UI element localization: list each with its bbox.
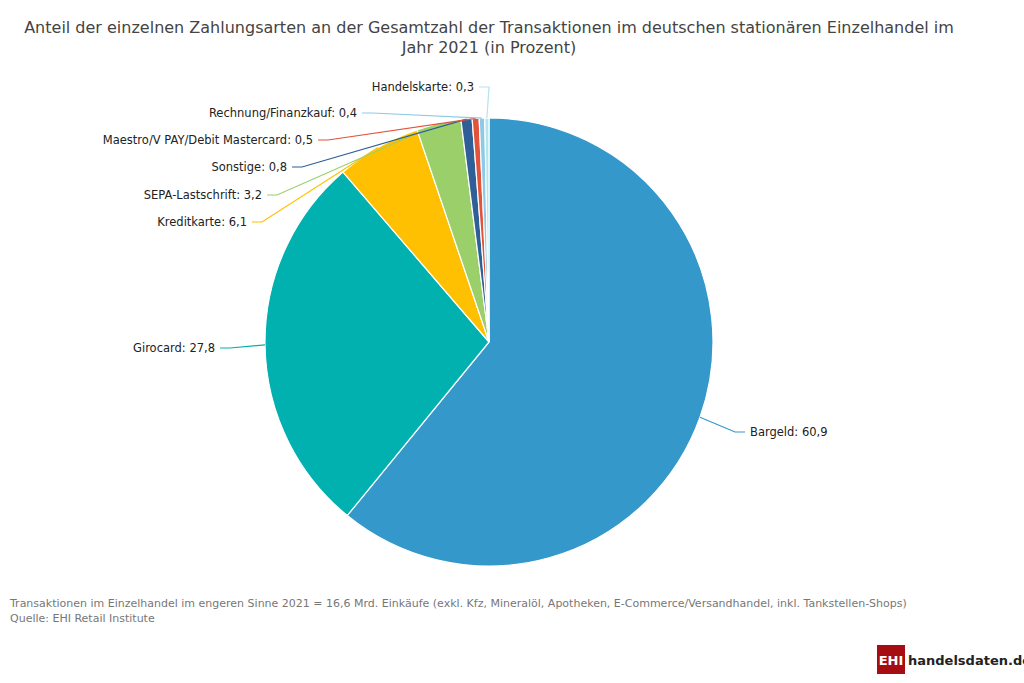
logo-box	[877, 645, 905, 674]
footnote: Transaktionen im Einzelhandel im engeren…	[9, 597, 907, 610]
label-separator: :	[794, 425, 802, 439]
data-label: SEPA-Lastschrift: 3,2	[144, 188, 262, 202]
title-line: Anteil der einzelnen Zahlungsarten an de…	[24, 18, 954, 37]
label-separator: :	[287, 133, 295, 147]
data-label: Maestro/V PAY/Debit Mastercard: 0,5	[103, 133, 313, 147]
chart: Anteil der einzelnen Zahlungsarten an de…	[0, 0, 1024, 683]
label-category: Girocard	[133, 341, 182, 355]
source: Quelle: EHI Retail Institute	[10, 612, 155, 625]
logo-text: EHI	[879, 653, 904, 668]
pie-slice	[461, 119, 489, 342]
label-separator: :	[236, 188, 244, 202]
label-category: Rechnung/Finanzkauf	[209, 106, 333, 120]
label-value: 0,4	[339, 106, 357, 120]
leader-line	[479, 87, 489, 118]
label-category: Sonstige	[211, 160, 261, 174]
label-category: SEPA-Lastschrift	[144, 188, 237, 202]
title-group: Anteil der einzelnen Zahlungsarten an de…	[24, 18, 954, 57]
data-label: Rechnung/Finanzkauf: 0,4	[209, 106, 357, 120]
data-label: Girocard: 27,8	[133, 341, 215, 355]
title-line: Jahr 2021 (in Prozent)	[401, 38, 576, 57]
slices	[265, 118, 713, 566]
pie-slice	[472, 118, 489, 342]
data-label: Bargeld: 60,9	[750, 425, 827, 439]
label-value: 6,1	[229, 215, 247, 229]
data-label: Kreditkarte: 6,1	[157, 215, 247, 229]
leader-line	[362, 113, 482, 118]
data-label: Handelskarte: 0,3	[372, 80, 474, 94]
title: Anteil der einzelnen Zahlungsarten an de…	[24, 18, 954, 57]
label-value: 0,5	[295, 133, 313, 147]
pie-slice	[485, 118, 489, 342]
label-separator: :	[221, 215, 229, 229]
label-value: 60,9	[802, 425, 828, 439]
label-category: Kreditkarte	[157, 215, 221, 229]
leader-line	[220, 345, 265, 348]
label-category: Handelskarte	[372, 80, 448, 94]
data-label: Sonstige: 0,8	[211, 160, 287, 174]
label-separator: :	[261, 160, 269, 174]
pie-slice	[479, 118, 489, 342]
label-separator: :	[182, 341, 190, 355]
leader-line	[318, 118, 476, 140]
label-value: 0,8	[269, 160, 287, 174]
label-value: 3,2	[244, 188, 262, 202]
leader-line	[700, 417, 745, 432]
label-separator: :	[331, 106, 339, 120]
footer: Transaktionen im Einzelhandel im engeren…	[9, 597, 1024, 674]
leader-line	[292, 119, 467, 167]
data-labels: Bargeld: 60,9 Girocard: 27,8 Kreditkarte: …	[103, 80, 828, 439]
label-value: 0,3	[456, 80, 474, 94]
label-category: Bargeld	[750, 425, 794, 439]
label-separator: :	[448, 80, 456, 94]
logo-site: handelsdaten.de	[908, 653, 1024, 668]
label-category: Maestro/V PAY/Debit Mastercard	[103, 133, 287, 147]
label-value: 27,8	[189, 341, 215, 355]
